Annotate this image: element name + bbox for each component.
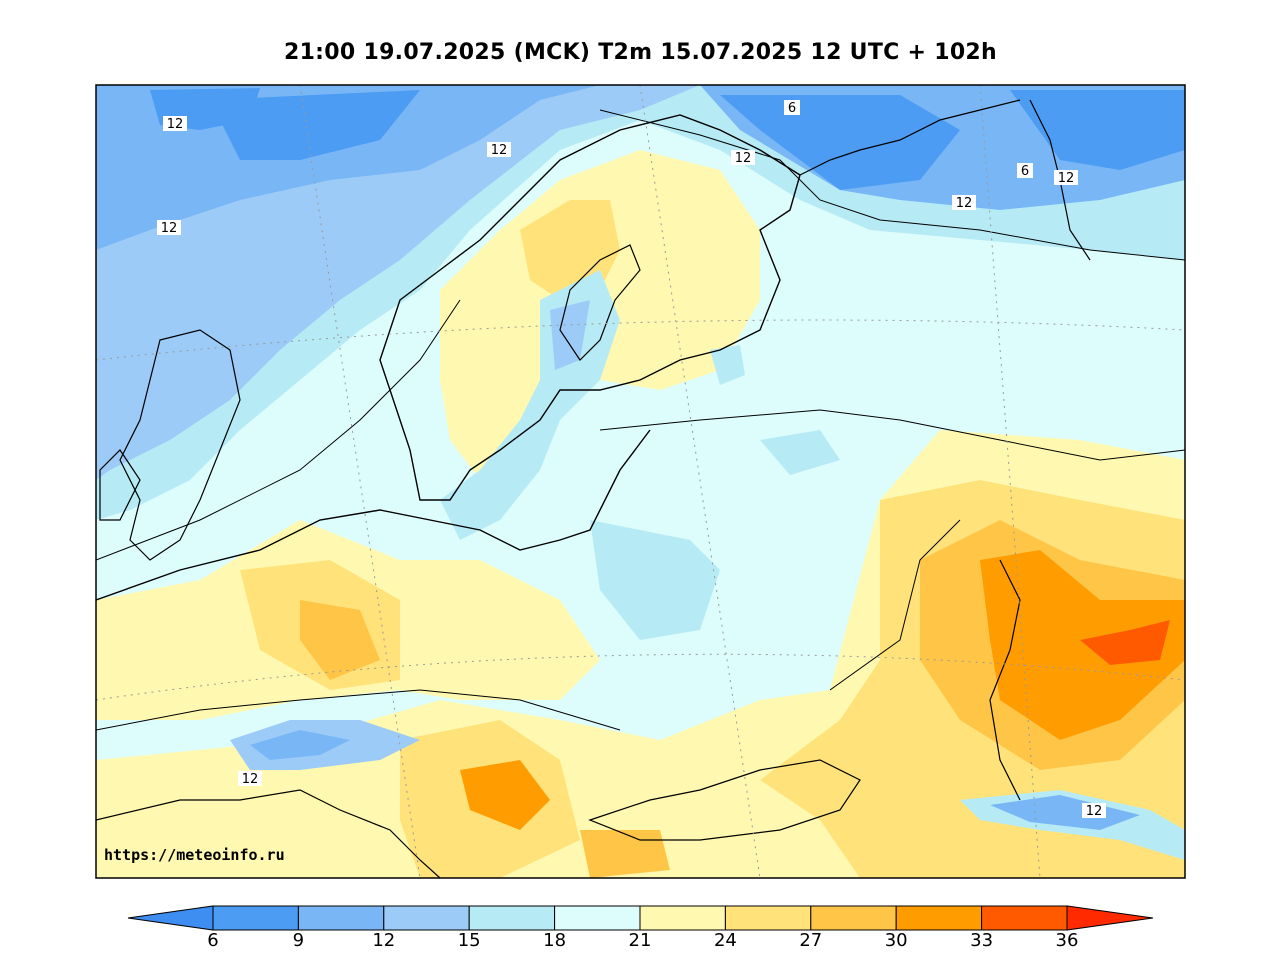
field-30-33-east — [980, 550, 1185, 740]
colorbar-tick-label: 9 — [292, 930, 305, 951]
svg-text:12: 12 — [161, 221, 178, 236]
colorbar-extend-low — [127, 905, 214, 931]
map-title: 21:00 19.07.2025 (MCK) T2m 15.07.2025 12… — [283, 40, 998, 65]
colorbar-segment — [895, 905, 983, 931]
contour-label-5: 6 — [784, 100, 800, 116]
coastline-scandinavia — [379, 114, 801, 501]
isotherm-a — [96, 299, 461, 561]
isotherm-c — [829, 519, 961, 691]
field-27-30-germany — [300, 600, 380, 680]
contour-label-10: 12 — [1082, 803, 1106, 819]
field-9-12-ocean — [96, 85, 600, 250]
svg-text:12: 12 — [491, 143, 508, 158]
colorbar-tick-label: 12 — [372, 930, 396, 951]
colorbar-tick-label: 18 — [543, 930, 567, 951]
isotherm-d — [96, 689, 621, 731]
isotherm-e — [599, 109, 1185, 261]
svg-text:6: 6 — [788, 101, 796, 116]
coastline-barents — [799, 99, 1021, 176]
contour-label-1: 12 — [163, 116, 187, 132]
field-6-9-novaya — [1010, 90, 1185, 170]
contour-label-2: 12 — [487, 142, 511, 158]
coastline-black-sea — [588, 759, 861, 841]
svg-text:12: 12 — [956, 196, 973, 211]
colorbar-tick-label: 33 — [970, 930, 994, 951]
colorbar-tick-label: 15 — [457, 930, 481, 951]
colorbar-tick-label: 30 — [884, 930, 908, 951]
field-9-12-alps — [250, 730, 350, 760]
colorbar-segment — [383, 905, 470, 931]
svg-text:12: 12 — [1086, 804, 1103, 819]
svg-text:12: 12 — [735, 151, 752, 166]
field-6-9-barents — [720, 95, 960, 190]
colorbar-tick-label: 27 — [799, 930, 823, 951]
colorbar-tick-label: 24 — [713, 930, 737, 951]
field-33-36-east — [1080, 620, 1170, 665]
coastline-mediterranean — [96, 789, 441, 878]
contour-label-7: 6 — [1017, 163, 1033, 179]
contour-label-3: 12 — [157, 220, 181, 236]
colorbar-segment — [468, 905, 556, 931]
colorbar-segment — [724, 905, 812, 931]
field-27-30-balkans — [580, 830, 670, 878]
coastline-uk — [119, 329, 241, 561]
field-15-18-lake-ladoga — [710, 345, 745, 385]
svg-text:12: 12 — [1058, 171, 1075, 186]
colorbar-segment — [810, 905, 897, 931]
colorbar-segment — [639, 905, 726, 931]
field-15-18-russia-east — [760, 430, 840, 475]
field-15-18-bothnia — [550, 300, 590, 370]
coastline-caspian — [989, 559, 1021, 801]
svg-text:6: 6 — [1021, 164, 1029, 179]
colorbar-segment — [981, 905, 1068, 931]
contour-label-6: 12 — [952, 195, 976, 211]
colorbar-tick-label: 21 — [628, 930, 652, 951]
colorbar-tick-label: 36 — [1055, 930, 1079, 951]
field-30-33-balkans — [460, 760, 550, 830]
colorbar-segment — [297, 905, 385, 931]
svg-text:12: 12 — [242, 772, 259, 787]
coastline-ireland — [99, 449, 141, 521]
colorbar-extend-high — [1066, 905, 1154, 931]
coastline-europe-north — [96, 429, 651, 601]
field-15-18-russia-central — [590, 520, 720, 640]
svg-text:12: 12 — [167, 117, 184, 132]
colorbar-tick-label: 6 — [207, 930, 219, 951]
map-frame — [95, 84, 1186, 879]
colorbar-segment — [212, 905, 299, 931]
field-6-9-north — [210, 90, 420, 160]
coastline-gulf-bothnia — [559, 244, 641, 361]
isotherm-b — [599, 409, 1185, 461]
graticule — [96, 85, 1185, 878]
watermark-url: https://meteoinfo.ru — [104, 846, 285, 864]
contour-label-9: 12 — [238, 771, 262, 787]
colorbar-segment — [554, 905, 641, 931]
contour-label-8: 12 — [1054, 170, 1078, 186]
contour-label-4: 12 — [731, 150, 755, 166]
field-9-12-caucasus — [990, 795, 1140, 830]
